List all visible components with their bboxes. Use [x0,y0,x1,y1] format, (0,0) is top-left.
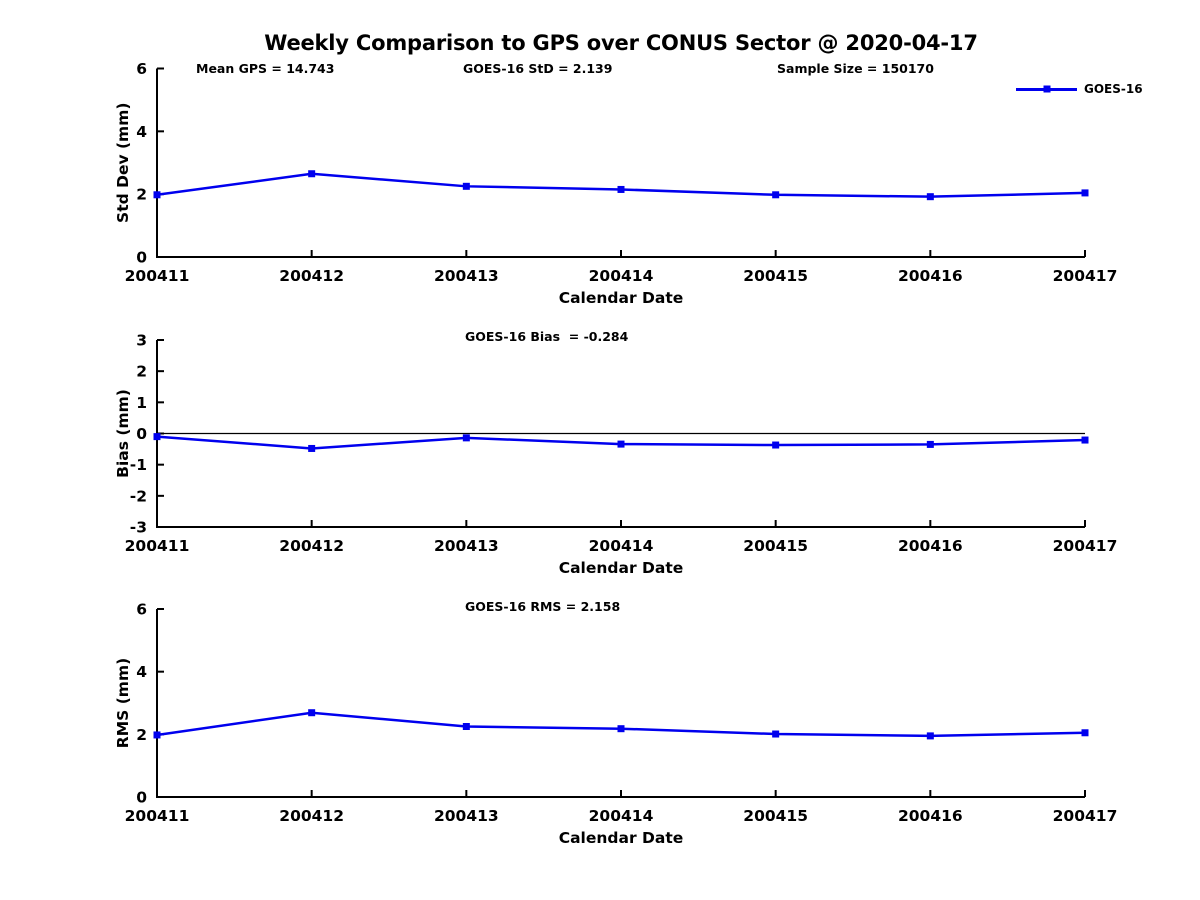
data-point-marker [462,434,470,442]
y-axis-label: Bias (mm) [114,389,132,478]
data-point-marker [462,723,470,730]
x-tick-label: 200417 [1053,537,1118,555]
y-tick-label: -1 [130,456,147,474]
data-point-marker [308,170,316,178]
x-tick-label: 200417 [1053,807,1118,825]
legend: GOES-16 [1016,81,1143,97]
annotation-goes16-std: GOES-16 StD = 2.139 [463,61,613,76]
x-tick-label: 200415 [743,537,808,555]
data-point-marker [1081,189,1089,197]
data-point-marker [153,433,161,441]
annotation-goes16-rms: GOES-16 RMS = 2.158 [465,599,621,614]
data-point-marker [617,725,625,733]
y-tick-label: 0 [136,425,147,443]
x-tick-label: 200412 [279,807,344,825]
data-point-marker [1081,729,1089,737]
y-tick-label: 3 [136,332,147,350]
chart-title: Weekly Comparison to GPS over CONUS Sect… [264,31,978,55]
data-point-marker [462,182,470,190]
y-tick-label: 4 [136,663,147,681]
legend-line-sample [1016,85,1077,93]
x-tick-label: 200411 [125,807,190,825]
rms-plot: 0 2 4 6 200411 200412 200413 200414 200415 200416… [114,601,1117,848]
data-point-marker [772,730,780,738]
data-point-marker [308,709,316,717]
y-axis-label: Std Dev (mm) [114,103,132,223]
x-tick-label: 200411 [125,267,190,285]
x-tick-label: 200416 [898,807,963,825]
data-point-marker [617,185,625,193]
x-axis-label: Calendar Date [559,559,684,577]
x-tick-label: 200414 [589,807,654,825]
x-tick-label: 200413 [434,267,499,285]
data-point-marker [153,731,161,739]
x-tick-label: 200417 [1053,267,1118,285]
x-tick-label: 200413 [434,537,499,555]
y-tick-label: 1 [136,394,147,412]
data-point-marker [617,440,625,448]
data-point-marker [308,444,316,452]
annotation-mean-gps: Mean GPS = 14.743 [196,61,335,76]
data-point-marker [153,191,161,199]
x-tick-label: 200412 [279,537,344,555]
y-tick-label: -3 [130,519,147,537]
annotation-sample-size: Sample Size = 150170 [777,61,934,76]
y-tick-label: 2 [136,726,147,744]
y-tick-label: 6 [136,601,147,619]
legend-label: GOES-16 [1084,82,1143,96]
x-tick-label: 200413 [434,807,499,825]
x-tick-label: 200414 [589,267,654,285]
x-tick-label: 200411 [125,537,190,555]
annotation-goes16-bias: GOES-16 Bias = -0.284 [465,329,629,344]
x-tick-label: 200416 [898,537,963,555]
y-tick-label: 0 [136,249,147,267]
std-dev-plot: 0 2 4 6 200411 200412 200413 200414 200415 200416… [114,60,1117,307]
y-tick-label: -2 [130,487,147,505]
data-point-marker [926,440,934,448]
x-tick-label: 200415 [743,807,808,825]
x-axis-label: Calendar Date [559,829,684,847]
y-tick-label: 2 [136,186,147,204]
data-point-marker [772,441,780,449]
x-tick-label: 200412 [279,267,344,285]
x-tick-label: 200416 [898,267,963,285]
data-line-goes-16 [156,711,1086,738]
x-tick-label: 200414 [589,537,654,555]
data-point-marker [772,191,780,199]
y-axis-label: RMS (mm) [114,658,132,748]
data-line-goes-16 [156,172,1086,198]
data-point-marker [926,193,934,201]
y-tick-label: 0 [136,789,147,807]
y-tick-label: 4 [136,123,147,141]
data-point-marker [1081,436,1089,444]
x-tick-label: 200415 [743,267,808,285]
x-axis-label: Calendar Date [559,289,684,307]
y-tick-label: 6 [136,60,147,78]
y-tick-label: 2 [136,363,147,381]
legend-square-marker-icon [1043,85,1050,93]
data-point-marker [926,732,934,740]
